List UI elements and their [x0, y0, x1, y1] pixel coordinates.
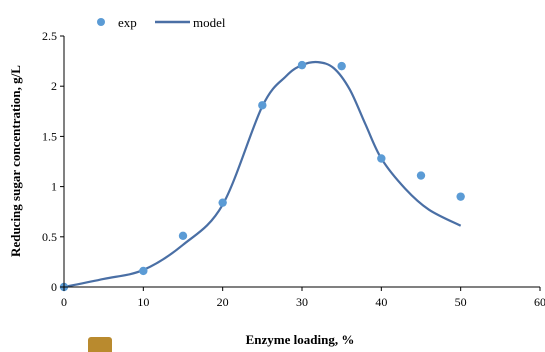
data-point-exp: [297, 60, 307, 70]
data-point-exp: [456, 192, 465, 201]
x-tick-label: 30: [296, 295, 308, 309]
legend: exp model: [97, 15, 226, 30]
y-ticks: 0 0.5 1 1.5 2 2.5: [42, 29, 64, 294]
data-point-exp: [218, 198, 227, 207]
legend-exp-label: exp: [118, 15, 137, 30]
data-point-exp: [377, 154, 386, 163]
y-tick-label: 2: [51, 79, 57, 93]
legend-exp-marker: [97, 18, 105, 26]
y-tick-label: 0.5: [42, 230, 57, 244]
series-model-line: [63, 60, 462, 289]
legend-model-label: model: [193, 15, 226, 30]
y-tick-label: 1.5: [42, 129, 57, 143]
x-axis-title: Enzyme loading, %: [246, 332, 355, 347]
x-ticks: 0 10 20 30 40 50 60: [61, 287, 545, 309]
x-tick-label: 0: [61, 295, 67, 309]
x-tick-label: 60: [534, 295, 545, 309]
y-axis-title: Reducing sugar concentration, g/L: [8, 65, 23, 257]
x-tick-label: 40: [375, 295, 387, 309]
y-tick-label: 0: [51, 280, 57, 294]
y-tick-label: 2.5: [42, 29, 57, 43]
folder-icon: [88, 337, 112, 352]
data-point-exp: [139, 266, 148, 276]
y-tick-label: 1: [51, 180, 57, 194]
data-point-exp: [258, 101, 267, 110]
x-tick-label: 50: [455, 295, 467, 309]
x-tick-label: 20: [217, 295, 229, 309]
plot-area: [59, 60, 465, 292]
data-point-exp: [178, 231, 188, 240]
x-tick-label: 10: [137, 295, 149, 309]
data-point-exp: [337, 61, 346, 71]
data-point-exp: [416, 171, 426, 180]
